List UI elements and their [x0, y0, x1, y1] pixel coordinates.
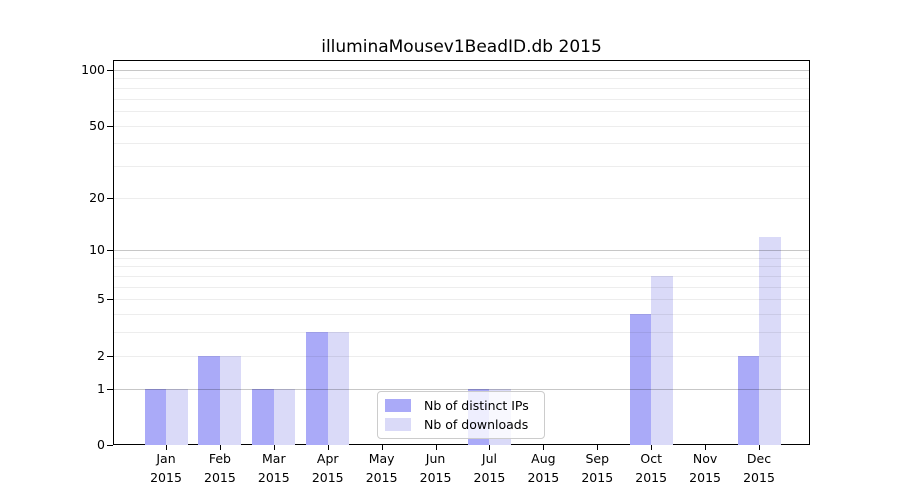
chart-title: illuminaMousev1BeadID.db 2015 — [321, 37, 602, 57]
x-tick-mark — [166, 445, 167, 450]
y-tick-label: 10 — [89, 242, 105, 258]
x-tick-mark — [273, 445, 275, 450]
x-tick-label: Apr 2015 — [311, 451, 344, 485]
x-tick-label: Aug 2015 — [527, 451, 560, 485]
legend-swatch-downloads-icon — [385, 418, 411, 431]
x-tick-mark — [219, 445, 221, 450]
legend-swatch-distinct-ips-icon — [385, 399, 411, 412]
x-tick-label: May 2015 — [365, 451, 398, 485]
y-tick-label: 50 — [89, 117, 105, 133]
y-tick-mark — [107, 388, 113, 390]
bar-nb-of-distinct-ips-apr — [306, 332, 328, 445]
bar-nb-of-distinct-ips-dec — [737, 355, 759, 445]
x-tick-mark — [705, 445, 707, 450]
x-tick-mark — [597, 445, 599, 450]
x-tick-label: Mar 2015 — [257, 451, 290, 485]
x-tick-label: Nov 2015 — [689, 451, 721, 485]
x-tick-mark — [435, 445, 437, 450]
y-tick-label: 20 — [89, 189, 105, 205]
x-tick-mark — [381, 445, 383, 450]
bar-nb-of-downloads-apr — [327, 332, 350, 445]
legend-item-distinct-ips: Nb of distinct IPs — [385, 398, 535, 413]
legend-label-downloads: Nb of downloads — [424, 417, 529, 432]
y-tick-mark — [107, 445, 113, 446]
bar-nb-of-downloads-oct — [651, 276, 673, 445]
y-tick-mark — [107, 70, 113, 71]
x-tick-mark — [651, 445, 653, 450]
x-tick-mark — [327, 445, 329, 450]
bar-nb-of-downloads-feb — [219, 355, 242, 445]
x-tick-label: Jun 2015 — [419, 451, 452, 485]
bar-nb-of-distinct-ips-feb — [198, 355, 220, 445]
x-tick-label: Jan 2015 — [150, 451, 182, 485]
x-tick-label: Jul 2015 — [473, 451, 506, 485]
x-tick-mark — [489, 445, 491, 450]
bar-nb-of-distinct-ips-jan — [144, 388, 166, 445]
y-tick-mark — [107, 250, 113, 252]
x-tick-label: Oct 2015 — [635, 451, 668, 485]
y-tick-label: 1 — [97, 380, 105, 396]
y-tick-label: 100 — [81, 62, 105, 77]
y-tick-mark — [107, 197, 113, 199]
x-tick-label: Sep 2015 — [581, 451, 614, 485]
bar-nb-of-downloads-jan — [166, 388, 188, 445]
legend-label-distinct-ips: Nb of distinct IPs — [424, 398, 529, 413]
x-tick-label: Feb 2015 — [204, 451, 236, 485]
x-tick-mark — [759, 445, 760, 450]
y-tick-label: 0 — [97, 437, 105, 452]
legend-item-downloads: Nb of downloads — [385, 417, 535, 432]
x-tick-mark — [543, 445, 545, 450]
bar-nb-of-downloads-mar — [273, 388, 296, 445]
legend: Nb of distinct IPs Nb of downloads — [377, 391, 545, 439]
y-tick-mark — [107, 355, 113, 357]
y-tick-label: 5 — [97, 291, 105, 307]
y-tick-label: 2 — [97, 347, 105, 363]
plot-area — [113, 60, 810, 445]
bar-nb-of-downloads-dec — [759, 236, 781, 445]
x-tick-label: Dec 2015 — [743, 451, 775, 485]
bar-nb-of-distinct-ips-mar — [252, 388, 274, 445]
bar-nb-of-distinct-ips-oct — [629, 314, 652, 445]
y-tick-mark — [107, 299, 113, 301]
y-tick-mark — [107, 125, 113, 127]
